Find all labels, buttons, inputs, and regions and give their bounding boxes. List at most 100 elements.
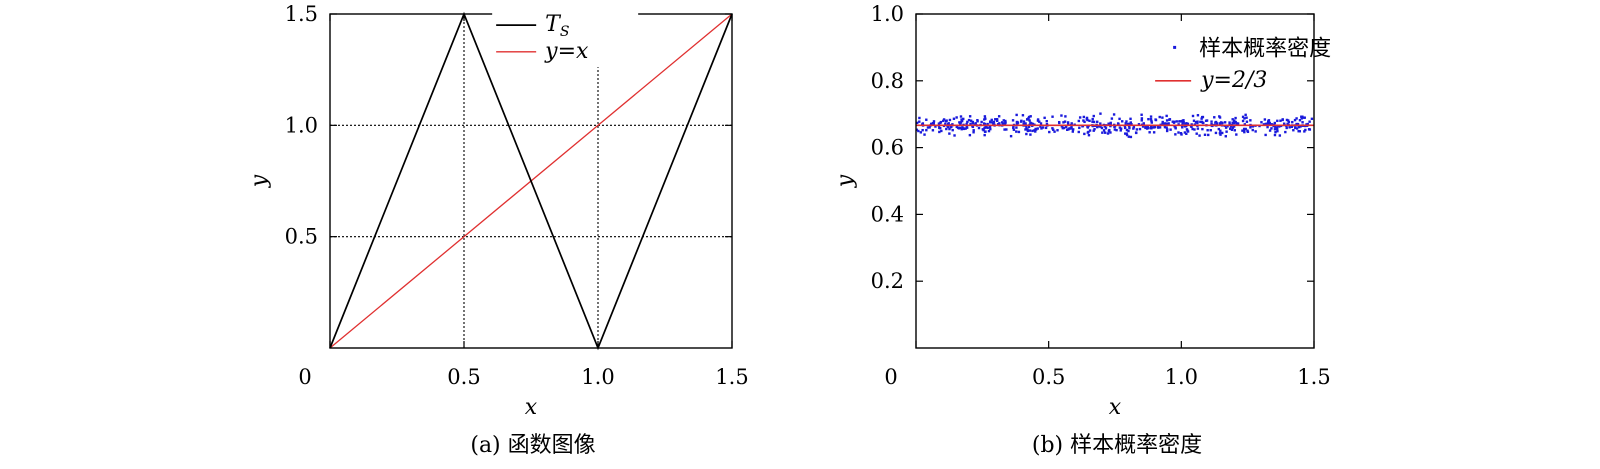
scatter-point bbox=[951, 128, 954, 132]
scatter-point bbox=[1071, 130, 1074, 133]
scatter-point bbox=[995, 118, 999, 121]
scatter-point bbox=[1297, 130, 1300, 133]
scatter-point bbox=[1243, 129, 1246, 132]
scatter-point bbox=[1005, 128, 1008, 131]
scatter-point bbox=[1177, 131, 1180, 134]
scatter-point bbox=[1223, 121, 1227, 124]
scatter-point bbox=[1015, 113, 1018, 117]
scatter-point bbox=[1310, 117, 1314, 121]
scatter-point bbox=[1184, 122, 1187, 126]
scatter-point bbox=[932, 120, 936, 123]
scatter-point bbox=[983, 115, 987, 118]
scatter-point bbox=[1088, 129, 1092, 132]
scatter-point bbox=[1209, 129, 1212, 132]
scatter-point bbox=[1012, 126, 1015, 130]
scatter-point bbox=[962, 127, 965, 131]
scatter-point bbox=[1168, 118, 1171, 121]
scatter-point bbox=[1087, 134, 1091, 137]
scatter-point bbox=[1070, 122, 1073, 125]
scatter-point bbox=[929, 122, 933, 126]
scatter-point bbox=[1295, 117, 1298, 120]
scatter-point bbox=[1083, 132, 1086, 136]
scatter-point bbox=[1147, 117, 1150, 121]
scatter-point bbox=[1029, 133, 1032, 136]
scatter-point bbox=[959, 121, 963, 124]
x-tick-label: 0 bbox=[298, 365, 311, 389]
scatter-point bbox=[1077, 119, 1081, 123]
chart-a-caption: (a) 函数图像 bbox=[470, 433, 595, 458]
scatter-point bbox=[989, 127, 992, 131]
scatter-point bbox=[1165, 114, 1168, 118]
scatter-point bbox=[1292, 128, 1295, 132]
scatter-point bbox=[974, 122, 977, 125]
scatter-point bbox=[1051, 127, 1054, 130]
scatter-point bbox=[1244, 113, 1247, 117]
scatter-point bbox=[1234, 116, 1237, 120]
scatter-point bbox=[944, 122, 947, 126]
scatter-point bbox=[1268, 121, 1271, 125]
scatter-point bbox=[1146, 126, 1150, 130]
scatter-point bbox=[1169, 128, 1172, 131]
scatter-point bbox=[1102, 129, 1106, 132]
scatter-point bbox=[1029, 115, 1032, 118]
scatter-point bbox=[1056, 129, 1059, 132]
scatter-point bbox=[1030, 122, 1033, 125]
scatter-point bbox=[1099, 122, 1102, 125]
chart-a-ticks bbox=[329, 13, 733, 348]
scatter-point bbox=[1078, 116, 1082, 119]
scatter-point bbox=[1092, 129, 1095, 132]
scatter-point bbox=[1234, 120, 1237, 124]
scatter-point bbox=[1129, 135, 1133, 139]
scatter-point bbox=[1301, 121, 1304, 124]
scatter-point bbox=[1028, 119, 1031, 122]
scatter-point bbox=[1218, 132, 1222, 135]
scatter-point bbox=[1067, 128, 1070, 131]
scatter-point bbox=[1226, 125, 1229, 128]
x-tick-label: 1.5 bbox=[715, 365, 748, 389]
x-tick-label: 1.5 bbox=[1297, 365, 1330, 389]
scatter-point bbox=[1022, 122, 1025, 126]
scatter-point bbox=[1294, 126, 1297, 130]
y-tick-label: 0.5 bbox=[285, 225, 318, 249]
legend-label-ts: TS bbox=[545, 12, 569, 40]
scatter-point bbox=[1154, 118, 1158, 122]
scatter-point bbox=[1017, 130, 1021, 134]
y-tick-label: 1.0 bbox=[285, 113, 318, 137]
scatter-point bbox=[921, 128, 924, 132]
scatter-point bbox=[1031, 129, 1034, 133]
scatter-point bbox=[1179, 132, 1183, 135]
scatter-point bbox=[1303, 130, 1306, 133]
scatter-point bbox=[1071, 128, 1075, 131]
scatter-point bbox=[1231, 118, 1234, 121]
scatter-point bbox=[1191, 127, 1194, 131]
scatter-point bbox=[1276, 129, 1279, 133]
scatter-point bbox=[1304, 128, 1307, 132]
x-tick-label: 1.0 bbox=[1165, 365, 1198, 389]
scatter-point bbox=[984, 117, 987, 120]
scatter-point bbox=[960, 119, 964, 123]
scatter-point bbox=[1183, 131, 1187, 134]
chart-a-legend-background bbox=[492, 5, 639, 68]
scatter-point bbox=[1229, 127, 1232, 130]
scatter-point bbox=[1126, 122, 1130, 126]
scatter-point bbox=[1293, 118, 1297, 122]
scatter-point bbox=[947, 122, 950, 125]
scatter-point bbox=[1077, 130, 1080, 134]
scatter-point bbox=[1130, 122, 1133, 126]
scatter-point bbox=[968, 133, 972, 137]
scatter-point bbox=[955, 125, 958, 129]
scatter-point bbox=[1180, 133, 1183, 136]
scatter-point bbox=[1174, 133, 1177, 136]
scatter-point bbox=[995, 119, 999, 123]
scatter-point bbox=[1299, 125, 1302, 128]
scatter-point bbox=[1036, 118, 1040, 121]
scatter-point bbox=[1274, 131, 1277, 134]
scatter-point bbox=[980, 120, 983, 124]
scatter-point bbox=[1052, 128, 1055, 131]
y-tick-label: 0.2 bbox=[871, 269, 904, 293]
scatter-point bbox=[1027, 117, 1030, 120]
scatter-point bbox=[1061, 126, 1065, 129]
scatter-point bbox=[1078, 126, 1081, 130]
scatter-point bbox=[1306, 122, 1309, 126]
scatter-point bbox=[1093, 128, 1096, 131]
